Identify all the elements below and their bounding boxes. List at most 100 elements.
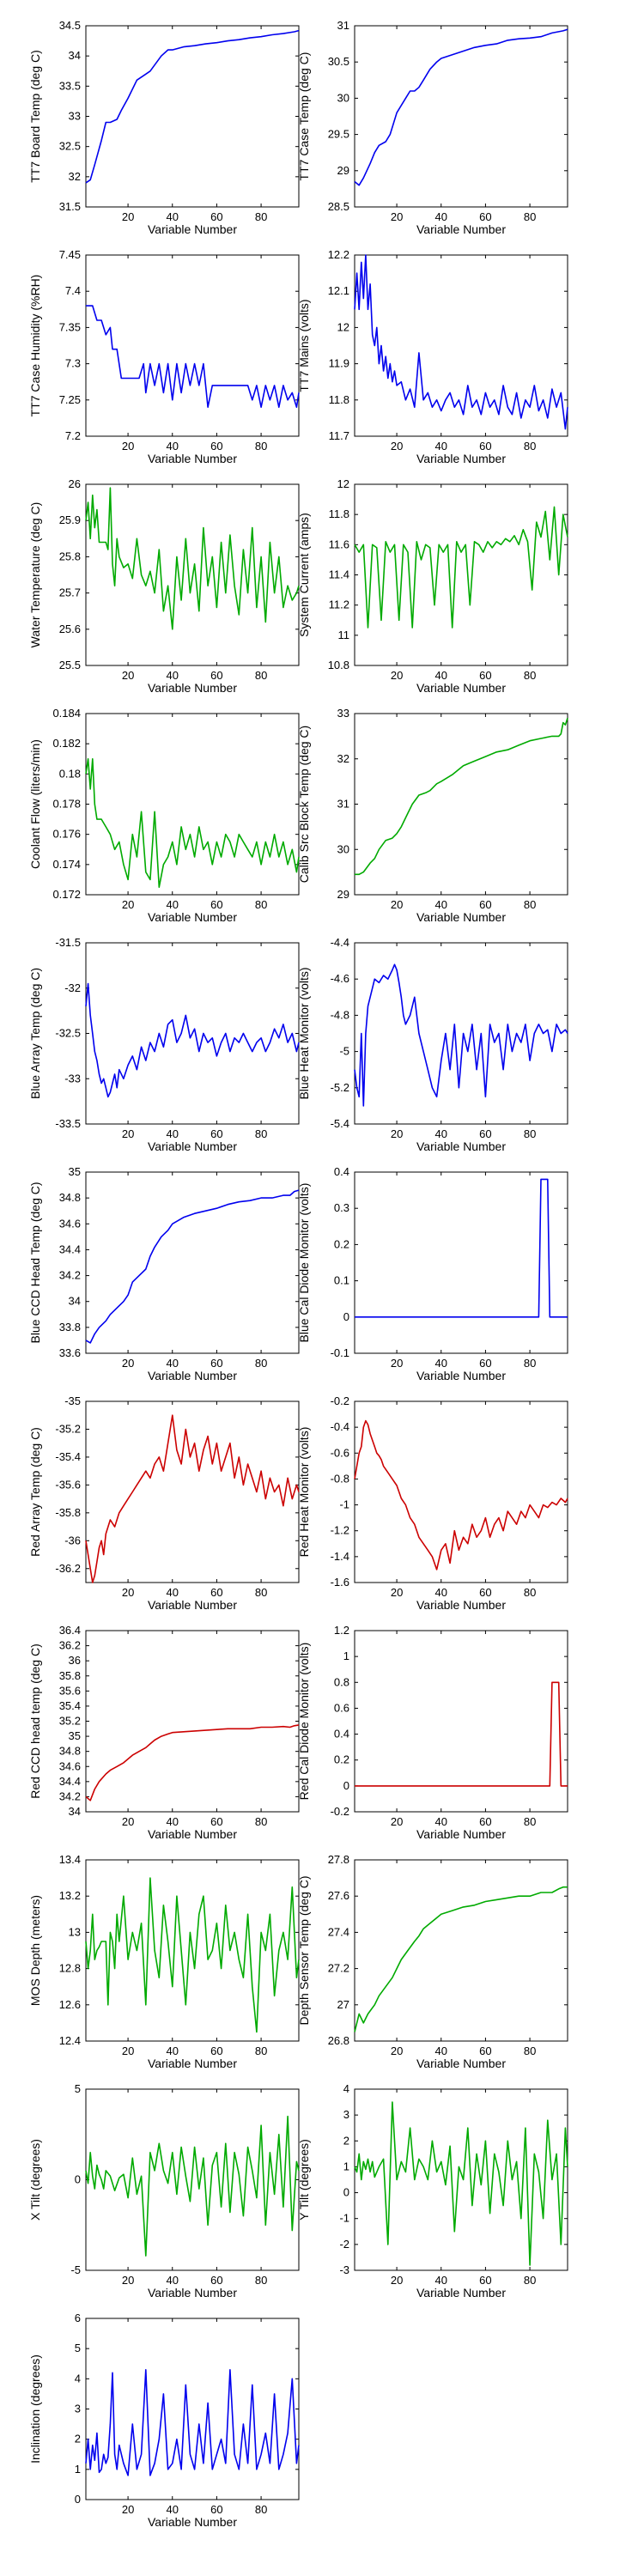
y-axis-label: Red Heat Monitor (volts) — [297, 1427, 311, 1558]
y-tick-label: 26 — [69, 477, 81, 490]
x-tick-label: 20 — [391, 2044, 403, 2057]
x-tick-label: 40 — [167, 210, 179, 223]
x-axis-label: Variable Number — [416, 2286, 506, 2300]
x-tick-label: 80 — [255, 898, 267, 911]
y-tick-label: 34.6 — [59, 1759, 81, 1772]
x-tick-label: 40 — [167, 1127, 179, 1140]
y-tick-label: 31.5 — [59, 200, 81, 213]
y-tick-label: -0.6 — [331, 1446, 349, 1459]
y-tick-label: 25.8 — [59, 550, 81, 562]
x-tick-label: 40 — [167, 2274, 179, 2287]
y-tick-label: 0 — [75, 2493, 81, 2506]
y-tick-label: 33.8 — [59, 1321, 81, 1334]
series-line — [354, 254, 568, 430]
y-tick-label: 13 — [69, 1925, 81, 1938]
x-tick-label: 80 — [255, 1127, 267, 1140]
x-tick-label: 40 — [435, 1586, 447, 1599]
x-tick-label: 60 — [210, 898, 222, 911]
x-tick-label: 80 — [255, 1357, 267, 1370]
x-tick-label: 60 — [210, 210, 222, 223]
x-axis-label: Variable Number — [416, 2057, 506, 2070]
x-tick-label: 40 — [167, 1586, 179, 1599]
y-tick-label: 27.2 — [328, 1962, 349, 1975]
y-tick-label: 3 — [75, 2403, 81, 2415]
x-tick-label: 60 — [210, 1815, 222, 1828]
series-line — [354, 1419, 568, 1571]
y-tick-label: -0.1 — [331, 1346, 349, 1359]
y-axis-label: TT7 Board Temp (deg C) — [28, 50, 42, 183]
y-tick-label: 34.8 — [59, 1745, 81, 1758]
y-axis-label: Red Array Temp (deg C) — [28, 1427, 42, 1557]
x-tick-label: 20 — [391, 2274, 403, 2287]
y-tick-label: 7.35 — [59, 320, 81, 333]
x-axis-label: Variable Number — [148, 1827, 237, 1841]
plot-frame — [85, 1171, 300, 1354]
x-tick-label: 60 — [479, 210, 491, 223]
y-tick-label: 34 — [69, 1805, 81, 1818]
y-tick-label: 11.4 — [329, 568, 349, 581]
y-tick-label: 1.2 — [334, 1624, 349, 1637]
y-tick-label: 7.45 — [59, 248, 81, 261]
series-line — [85, 1877, 300, 2033]
x-tick-label: 40 — [167, 669, 179, 682]
x-tick-label: 80 — [255, 2503, 267, 2516]
y-tick-label: 36.2 — [59, 1639, 81, 1652]
y-tick-label: 0 — [343, 1779, 349, 1792]
x-tick-label: 20 — [122, 1357, 134, 1370]
y-tick-label: 7.25 — [59, 393, 81, 406]
x-tick-label: 20 — [391, 440, 403, 453]
y-tick-label: -0.4 — [331, 1420, 349, 1433]
x-tick-label: 80 — [524, 440, 536, 453]
y-axis-label: MOS Depth (meters) — [28, 1895, 42, 2006]
y-tick-label: 34.2 — [59, 1789, 81, 1802]
y-tick-label: 11.2 — [329, 598, 349, 611]
y-tick-label: 0.174 — [52, 858, 81, 871]
y-tick-label: 11.6 — [329, 538, 349, 550]
y-tick-label: 0.3 — [334, 1201, 349, 1214]
y-tick-label: 0.1 — [334, 1274, 349, 1287]
y-tick-label: 7.2 — [65, 429, 81, 442]
x-tick-label: 40 — [167, 898, 179, 911]
y-tick-label: 12.4 — [59, 2034, 81, 2047]
x-axis-label: Variable Number — [416, 1827, 506, 1841]
x-tick-label: 40 — [167, 1815, 179, 1828]
x-tick-label: 80 — [524, 669, 536, 682]
series-line — [354, 28, 568, 186]
x-tick-label: 80 — [255, 1586, 267, 1599]
y-tick-label: 0.172 — [52, 888, 81, 901]
series-line — [355, 718, 568, 876]
y-tick-label: 0 — [343, 2186, 349, 2199]
y-axis-label: Blue Heat Monitor (volts) — [297, 967, 311, 1099]
plot-frame — [85, 25, 300, 208]
y-tick-label: -2 — [339, 2238, 349, 2251]
y-tick-label: 34.6 — [59, 1217, 81, 1230]
x-tick-label: 60 — [210, 2044, 222, 2057]
y-tick-label: -5 — [70, 2263, 81, 2276]
y-tick-label: 32 — [69, 170, 81, 183]
y-tick-label: 5 — [75, 2082, 81, 2095]
y-tick-label: 35 — [69, 1729, 81, 1742]
y-tick-label: -35 — [64, 1394, 81, 1407]
x-tick-label: 60 — [479, 440, 491, 453]
x-tick-label: 60 — [210, 1357, 222, 1370]
y-tick-label: 0.184 — [52, 707, 81, 720]
y-axis-label: Depth Sensor Temp (deg C) — [297, 1875, 311, 2025]
y-tick-label: 34 — [69, 49, 81, 62]
y-tick-label: 3 — [343, 2108, 349, 2121]
y-tick-label: 11.8 — [329, 507, 349, 520]
y-tick-label: 26.8 — [328, 2034, 349, 2047]
y-tick-label: 11.9 — [329, 357, 349, 370]
y-axis-label: Blue CCD Head Temp (deg C) — [28, 1182, 42, 1343]
y-tick-label: 13.2 — [59, 1889, 81, 1902]
x-tick-label: 20 — [391, 1586, 403, 1599]
y-tick-label: 12 — [337, 320, 349, 333]
x-tick-label: 20 — [122, 2044, 134, 2057]
x-tick-label: 20 — [391, 210, 403, 223]
y-tick-label: -4.4 — [331, 936, 349, 949]
x-tick-label: 40 — [167, 2503, 179, 2516]
x-tick-label: 60 — [479, 1815, 491, 1828]
y-axis-label: Blue Cal Diode Monitor (volts) — [297, 1183, 311, 1343]
y-tick-label: 29 — [337, 888, 349, 901]
series-line — [85, 29, 300, 184]
x-axis-label: Variable Number — [148, 2515, 237, 2529]
